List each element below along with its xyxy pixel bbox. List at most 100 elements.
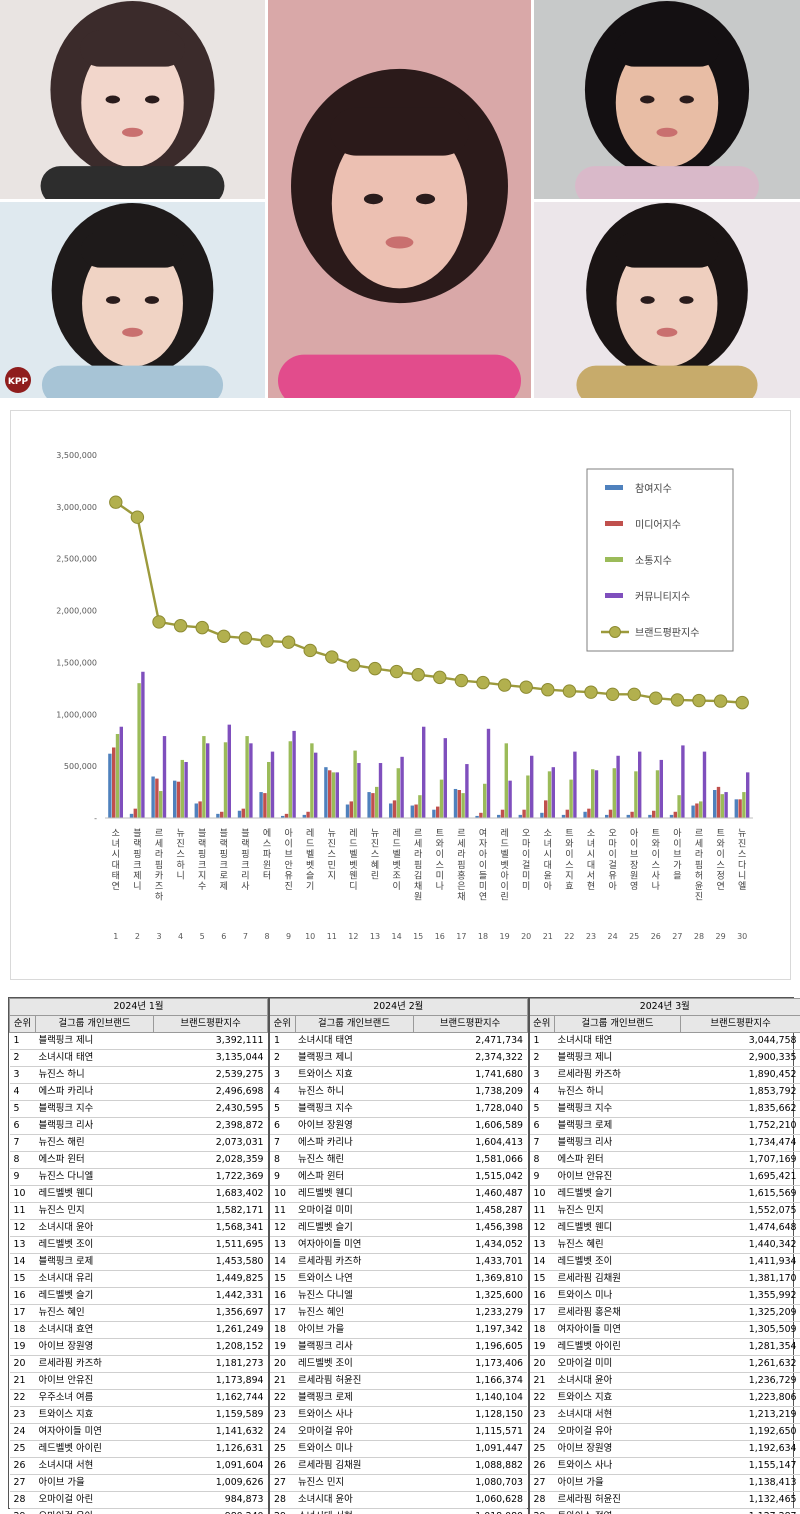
index-cell: 1,440,342 [680,1236,800,1254]
rank-cell: 18 [528,1321,555,1339]
portrait-photo-4 [534,0,800,199]
brand-cell: 레드벨벳 웬디 [295,1185,414,1203]
index-cell: 1,581,066 [413,1151,528,1169]
index-cell: 1,091,604 [153,1457,268,1475]
brand-cell: 레드벨벳 슬기 [35,1287,154,1305]
index-cell: 980,240 [153,1508,268,1514]
brand-reputation-chart: - 500,000 1,000,000 1,500,000 2,000,000 2,500… [10,410,791,980]
table-row: 12 소녀시대 윤아 1,568,341 [9,1219,268,1237]
bar-3-27 [677,795,681,818]
portrait-photo-3 [268,0,531,398]
brand-cell: 르세라핌 카즈하 [35,1355,154,1373]
brand-cell: 블랙핑크 제니 [295,1049,414,1067]
brand-cell: 레드벨벳 조이 [35,1236,154,1254]
bar-2-30 [738,799,742,818]
table-row: 17 뉴진스 혜인 1,233,279 [269,1304,528,1322]
index-cell: 2,900,335 [680,1049,800,1067]
index-cell: 1,695,421 [680,1168,800,1186]
index-cell: 1,890,452 [680,1066,800,1084]
bar-2-20 [522,809,526,818]
bar-2-22 [565,809,569,818]
bar-4-29 [724,792,728,818]
index-cell: 1,233,279 [413,1304,528,1322]
table-row: 5 블랙핑크 지수 1,728,040 [269,1100,528,1118]
bar-4-18 [486,728,491,818]
rank-cell: 25 [269,1440,296,1458]
bar-1-18 [475,815,479,818]
bar-1-11 [324,767,328,818]
brand-cell: 오마이걸 유아 [295,1423,414,1441]
bar-4-6 [227,724,231,818]
rank-cell: 5 [269,1100,296,1118]
bar-2-27 [673,811,677,818]
rank-cell: 11 [269,1202,296,1220]
bar-3-3 [159,791,163,818]
index-cell: 1,305,509 [680,1321,800,1339]
bar-4-28 [702,751,707,818]
table-row: 12 레드벨벳 슬기 1,456,398 [269,1219,528,1237]
brand-cell: 아이브 장원영 [295,1117,414,1135]
table-row: 10 레드벨벳 웬디 1,683,402 [9,1185,268,1203]
bar-3-15 [418,795,422,818]
bar-4-21 [551,767,555,818]
index-cell: 1,261,632 [680,1355,800,1373]
table-row: 8 뉴진스 해린 1,581,066 [269,1151,528,1169]
rank-cell: 19 [269,1338,296,1356]
index-cell: 1,752,210 [680,1117,800,1135]
brand-cell: 에스파 윈터 [554,1151,681,1169]
brand-cell: 뉴진스 하니 [35,1066,154,1084]
bar-1-6 [216,813,220,818]
brand-index-point-24 [605,687,620,702]
bar-4-5 [206,743,210,818]
table-row: 26 르세라핌 김채원 1,088,882 [269,1457,528,1475]
legend-swatch-3 [605,557,623,562]
bar-2-9 [284,813,289,818]
table-row: 13 여자아이들 미연 1,434,052 [269,1236,528,1254]
brand-cell: 뉴진스 해린 [35,1134,154,1152]
rank-cell: 22 [9,1389,36,1407]
brand-index-point-8 [260,634,274,648]
rank-cell: 6 [269,1117,296,1135]
brand-index-point-30 [735,695,749,710]
brand-index-point-11 [325,650,339,664]
index-cell: 1,261,249 [153,1321,268,1339]
bar-4-2 [141,671,145,818]
index-cell: 1,060,628 [413,1491,528,1509]
table-row: 18 아이브 가을 1,197,342 [269,1321,528,1339]
bar-1-30 [734,799,738,818]
legend-label-4: 커뮤니티지수 [635,591,690,603]
brand-index-point-2 [130,510,145,524]
brand-cell: 소녀시대 윤아 [295,1491,414,1509]
table-row: 22 트와이스 지효 1,223,806 [528,1389,800,1407]
rank-cell: 13 [528,1236,555,1254]
rank-cell: 4 [9,1083,36,1101]
index-cell: 1,728,040 [413,1100,528,1118]
bar-1-17 [453,788,458,818]
rank-cell: 25 [528,1440,555,1458]
table-row: 18 소녀시대 효연 1,261,249 [9,1321,268,1339]
month-title: 2024년 2월 [268,998,528,1016]
rank-cell: 20 [269,1355,296,1373]
rank-cell: 9 [9,1168,36,1186]
brand-cell: 소녀시대 서현 [35,1457,154,1475]
rank-cell: 21 [9,1372,36,1390]
bar-4-20 [530,755,534,818]
brand-index-point-15 [411,668,425,682]
brand-cell: 오마이걸 미미 [295,1202,414,1220]
rank-cell: 2 [528,1049,555,1067]
table-row: 19 아이브 장원영 1,208,152 [9,1338,268,1356]
brand-cell: 소녀시대 윤아 [554,1372,681,1390]
rank-cell: 27 [269,1474,296,1492]
table-row: 28 소녀시대 윤아 1,060,628 [269,1491,528,1509]
bar-4-11 [335,772,339,818]
brand-index-point-12 [346,658,361,672]
bar-1-9 [281,815,285,818]
table-row: 25 트와이스 미나 1,091,447 [269,1440,528,1458]
rank-cell: 28 [269,1491,296,1509]
rank-cell: 9 [528,1168,555,1186]
bar-1-15 [410,805,414,818]
rank-cell: 27 [528,1474,555,1492]
table-row: 12 레드벨벳 웬디 1,474,648 [528,1219,800,1237]
